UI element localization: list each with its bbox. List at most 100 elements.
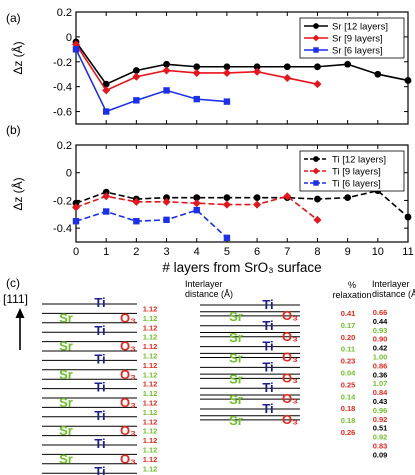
- ideal-distance: 1.12: [143, 342, 158, 351]
- point-marker: [283, 63, 291, 71]
- sr-label: Sr: [59, 451, 73, 466]
- ti-label-relaxed: Ti: [262, 359, 273, 374]
- o3-label: O₃: [120, 451, 136, 466]
- point-marker: [404, 213, 412, 221]
- sr-label-relaxed: Sr: [229, 309, 243, 324]
- point-marker: [163, 216, 170, 224]
- relaxation-value: 0.14: [341, 392, 356, 401]
- panel-c-label: (c): [6, 276, 20, 290]
- point-marker: [162, 66, 171, 75]
- ideal-distance: 1.12: [143, 361, 158, 370]
- sr-label-relaxed: Sr: [229, 330, 243, 345]
- ti-label: Ti: [94, 323, 105, 338]
- point-marker: [223, 234, 231, 242]
- point-marker: [374, 70, 382, 78]
- x-tick-label: 8: [314, 246, 320, 258]
- point-marker: [102, 108, 110, 115]
- o3-label-relaxed: O₃: [282, 350, 298, 365]
- point-marker: [72, 46, 80, 53]
- point-marker: [314, 63, 321, 71]
- panel-a-frame: [75, 11, 409, 125]
- series-line: [75, 48, 227, 113]
- ideal-distance: 1.12: [143, 455, 158, 464]
- point-marker: [102, 86, 111, 95]
- point-marker: [193, 63, 201, 71]
- relaxation-value: 0.18: [341, 404, 356, 413]
- sr-label: Sr: [59, 339, 73, 354]
- interlayer-header: distance (Å): [185, 289, 233, 299]
- ti-label: Ti: [94, 295, 105, 310]
- o3-label-relaxed: O₃: [282, 370, 298, 385]
- point-marker: [313, 180, 319, 186]
- ideal-distance: 1.12: [143, 427, 158, 436]
- point-marker: [312, 34, 320, 42]
- o3-label-relaxed: O₃: [282, 412, 298, 427]
- point-marker: [253, 194, 261, 202]
- point-marker: [193, 95, 200, 103]
- panel-b-label: (b): [6, 123, 21, 137]
- y-tick-label: -0.4: [53, 82, 72, 94]
- ti-label-relaxed: Ti: [262, 401, 273, 416]
- sr-label-relaxed: Sr: [229, 371, 243, 386]
- arrow-head: [15, 308, 25, 318]
- point-marker: [163, 87, 170, 94]
- o3-label-relaxed: O₃: [282, 308, 298, 323]
- point-marker: [344, 194, 352, 202]
- o3-label-relaxed: O₃: [282, 391, 298, 406]
- ideal-distance: 1.12: [143, 380, 158, 389]
- relaxation-header: %: [348, 280, 356, 290]
- point-marker: [223, 194, 231, 202]
- point-marker: [72, 203, 80, 212]
- o3-label: O₃: [120, 310, 136, 325]
- point-marker: [193, 206, 200, 214]
- y-tick-label: 0: [66, 32, 72, 44]
- interlayer-header: Interlayer: [185, 279, 223, 289]
- relaxation-value: 0.04: [341, 369, 356, 378]
- ideal-distance: 1.12: [143, 464, 158, 473]
- ideal-distance: 1.12: [143, 474, 158, 475]
- point-marker: [72, 199, 80, 207]
- ti-label-relaxed: Ti: [262, 380, 273, 395]
- ideal-distance: 1.12: [143, 314, 158, 323]
- sr-label: Sr: [59, 423, 73, 438]
- legend-label: Ti [12 layers]: [332, 155, 386, 166]
- point-marker: [312, 167, 320, 175]
- relaxed-distance: 0.43: [373, 397, 388, 406]
- relaxation-value: 0.25: [341, 380, 356, 389]
- point-marker: [132, 72, 141, 81]
- panel-b-frame: [75, 144, 409, 243]
- point-marker: [222, 68, 231, 77]
- o3-label-relaxed: O₃: [282, 329, 298, 344]
- sr-label-relaxed: Sr: [229, 392, 243, 407]
- point-marker: [163, 60, 170, 68]
- ti-label: Ti: [94, 380, 105, 395]
- x-tick-label: 11: [402, 246, 413, 258]
- point-marker: [344, 60, 352, 68]
- relaxation-value: 0.26: [341, 428, 356, 437]
- point-marker: [162, 197, 171, 206]
- ti-label: Ti: [94, 436, 105, 451]
- y-tick-label: -0.2: [53, 195, 72, 207]
- point-marker: [313, 47, 319, 53]
- point-marker: [283, 192, 292, 201]
- point-marker: [404, 77, 412, 84]
- series-line: [75, 189, 409, 218]
- legend-label: Ti [6 layers]: [332, 179, 381, 190]
- panel-b-ylabel: Δz (Å): [10, 177, 25, 210]
- sr-label-relaxed: Sr: [229, 413, 243, 428]
- point-marker: [193, 194, 201, 202]
- legend-label: Sr [9 layers]: [332, 34, 383, 45]
- y-tick-label: 0.2: [57, 7, 72, 19]
- interlayer-header-right: Interlayer: [372, 279, 410, 289]
- x-tick-label: 5: [224, 246, 230, 258]
- point-marker: [72, 218, 80, 225]
- point-marker: [313, 156, 319, 162]
- panel-b-xlabel: # layers from SrO₃ surface: [162, 260, 321, 275]
- ideal-distance: 1.12: [143, 436, 158, 445]
- ideal-distance: 1.12: [143, 352, 158, 361]
- point-marker: [313, 80, 322, 89]
- o3-label: O₃: [120, 423, 136, 438]
- relaxed-distance: 0.36: [373, 370, 388, 379]
- point-marker: [192, 68, 201, 77]
